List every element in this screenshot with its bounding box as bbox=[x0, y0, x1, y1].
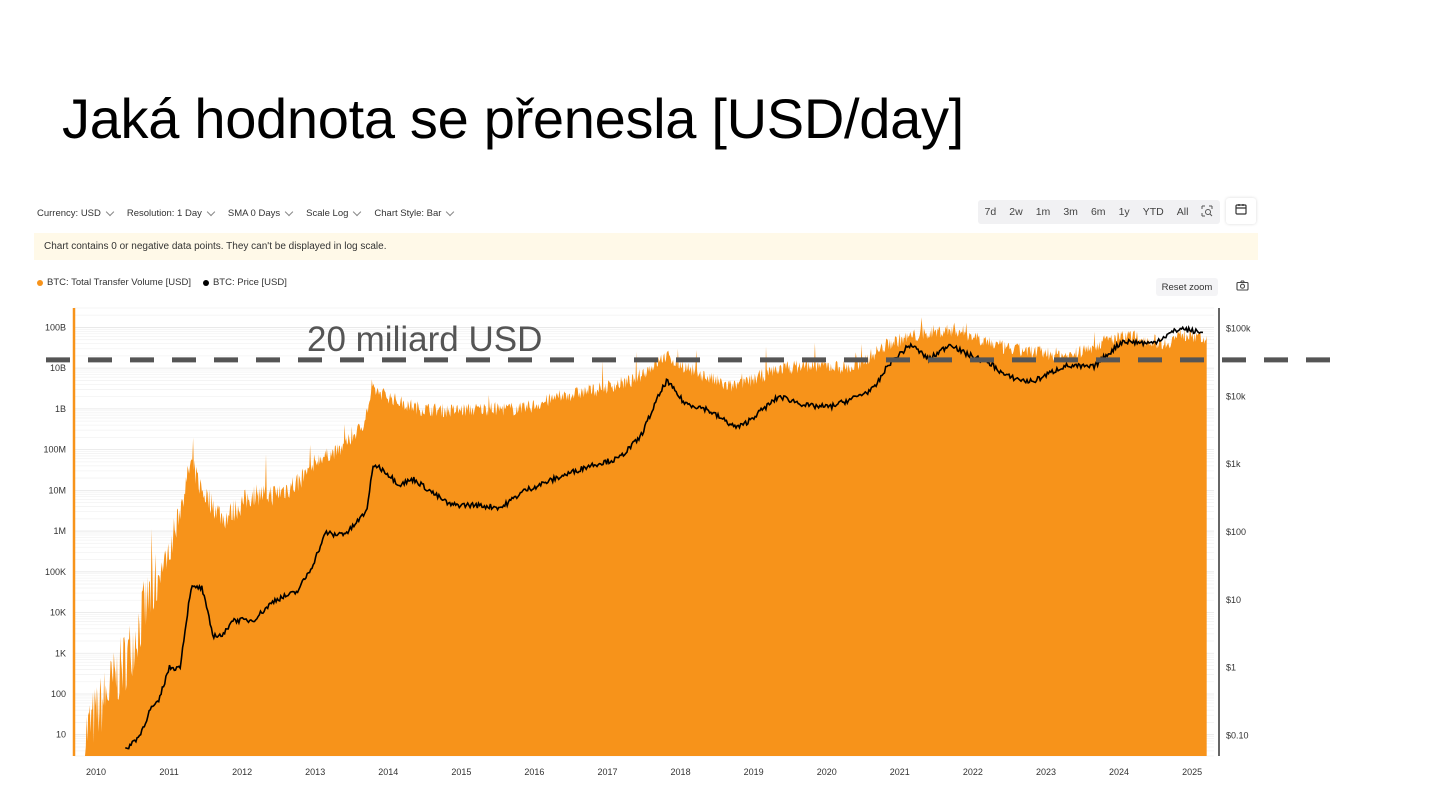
legend-item-volume[interactable]: BTC: Total Transfer Volume [USD] bbox=[37, 277, 191, 288]
x-tick-label: 2025 bbox=[1182, 767, 1202, 777]
range-all-button[interactable]: All bbox=[1176, 206, 1189, 218]
volume-area bbox=[84, 317, 1207, 756]
range-1y-button[interactable]: 1y bbox=[1118, 206, 1130, 218]
calendar-icon bbox=[1235, 202, 1247, 220]
y-left-tick-label: 1M bbox=[53, 526, 66, 536]
currency-dropdown[interactable]: Currency: USD bbox=[37, 207, 115, 219]
zoom-select-icon[interactable] bbox=[1201, 205, 1213, 220]
scale-label: Scale Log bbox=[306, 207, 349, 219]
y-right-tick-label: $1 bbox=[1226, 663, 1236, 673]
x-tick-label: 2017 bbox=[597, 767, 617, 777]
x-tick-label: 2014 bbox=[378, 767, 398, 777]
y-left-tick-label: 10K bbox=[50, 608, 66, 618]
x-tick-label: 2015 bbox=[451, 767, 471, 777]
x-tick-label: 2021 bbox=[890, 767, 910, 777]
range-2w-button[interactable]: 2w bbox=[1009, 206, 1023, 218]
y-left-tick-label: 100B bbox=[45, 322, 66, 332]
slide-title: Jaká hodnota se přenesla [USD/day] bbox=[62, 87, 964, 150]
y-left-tick-label: 1K bbox=[55, 648, 66, 658]
chart-legend: BTC: Total Transfer Volume [USD] BTC: Pr… bbox=[37, 277, 299, 288]
scale-dropdown[interactable]: Scale Log bbox=[306, 207, 362, 219]
axis-ticks: 10 100 1K 10K 100K 1M 10M 100M 1B 10B 100B $0.10 $1 $… bbox=[43, 322, 1251, 777]
chart-toolbar: Currency: USD Resolution: 1 Day SMA 0 Da… bbox=[37, 205, 467, 221]
x-tick-label: 2013 bbox=[305, 767, 325, 777]
calendar-button[interactable] bbox=[1226, 198, 1256, 224]
y-left-tick-label: 10 bbox=[56, 730, 66, 740]
range-3m-button[interactable]: 3m bbox=[1063, 206, 1078, 218]
reset-zoom-button[interactable]: Reset zoom bbox=[1156, 278, 1218, 296]
chart-style-dropdown[interactable]: Chart Style: Bar bbox=[374, 207, 455, 219]
time-range-selector: 7d 2w 1m 3m 6m 1y YTD All bbox=[978, 200, 1220, 224]
x-tick-label: 2019 bbox=[744, 767, 764, 777]
x-tick-label: 2018 bbox=[671, 767, 691, 777]
range-1m-button[interactable]: 1m bbox=[1035, 206, 1051, 218]
resolution-dropdown[interactable]: Resolution: 1 Day bbox=[126, 207, 216, 219]
range-6m-button[interactable]: 6m bbox=[1090, 206, 1106, 218]
sma-label: SMA 0 Days bbox=[227, 207, 281, 219]
y-left-tick-label: 100 bbox=[51, 689, 66, 699]
y-right-tick-label: $10k bbox=[1226, 391, 1246, 401]
range-7d-button[interactable]: 7d bbox=[984, 206, 997, 218]
screenshot-button[interactable] bbox=[1232, 278, 1252, 296]
y-right-tick-label: $100 bbox=[1226, 527, 1246, 537]
legend-dot-price bbox=[202, 279, 209, 286]
y-right-tick-label: $10 bbox=[1226, 595, 1241, 605]
y-left-tick-label: 10M bbox=[48, 485, 66, 495]
x-tick-label: 2023 bbox=[1036, 767, 1056, 777]
threshold-annotation: 20 miliard USD bbox=[307, 320, 543, 359]
legend-label-volume: BTC: Total Transfer Volume [USD] bbox=[47, 277, 191, 288]
price-line bbox=[125, 325, 1204, 750]
y-left-tick-label: 100K bbox=[45, 567, 66, 577]
sma-dropdown[interactable]: SMA 0 Days bbox=[227, 207, 294, 219]
resolution-label: Resolution: 1 Day bbox=[126, 207, 202, 219]
y-left-tick-label: 10B bbox=[50, 363, 66, 373]
y-left-tick-label: 100M bbox=[43, 445, 66, 455]
x-tick-label: 2022 bbox=[963, 767, 983, 777]
x-tick-label: 2024 bbox=[1109, 767, 1129, 777]
y-right-tick-label: $1k bbox=[1226, 459, 1241, 469]
log-scale-warning: Chart contains 0 or negative data points… bbox=[34, 233, 1258, 260]
legend-label-price: BTC: Price [USD] bbox=[212, 277, 287, 288]
x-tick-label: 2011 bbox=[159, 767, 178, 777]
x-tick-label: 2010 bbox=[86, 767, 106, 777]
currency-label: Currency: USD bbox=[37, 207, 101, 219]
x-tick-label: 2020 bbox=[817, 767, 837, 777]
x-tick-label: 2016 bbox=[524, 767, 544, 777]
y-left-tick-label: 1B bbox=[55, 404, 66, 414]
legend-dot-volume bbox=[37, 279, 43, 286]
camera-icon bbox=[1235, 278, 1249, 296]
y-right-tick-label: $0.10 bbox=[1226, 731, 1249, 741]
range-ytd-button[interactable]: YTD bbox=[1142, 206, 1164, 218]
legend-item-price[interactable]: BTC: Price [USD] bbox=[202, 277, 287, 288]
y-right-tick-label: $100k bbox=[1226, 323, 1251, 333]
chart-style-label: Chart Style: Bar bbox=[374, 207, 442, 219]
x-tick-label: 2012 bbox=[232, 767, 252, 777]
